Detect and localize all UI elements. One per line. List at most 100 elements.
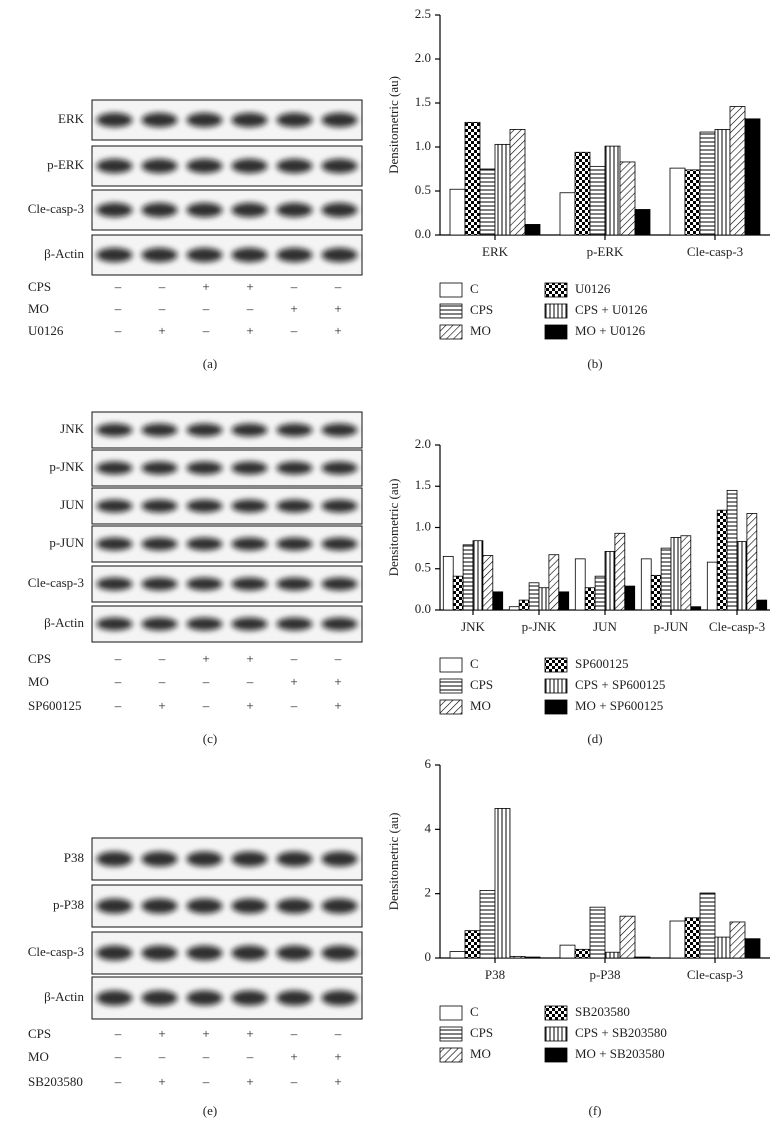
blot-band [321, 851, 358, 867]
legend-swatch [544, 657, 568, 673]
bar [744, 118, 761, 236]
bar [614, 532, 626, 611]
bar [494, 143, 511, 236]
treatment-label: MO [28, 674, 49, 689]
blot-band [231, 537, 268, 551]
blot-band [96, 499, 133, 513]
bar [736, 541, 748, 611]
bar [604, 551, 616, 611]
legend-label: C [470, 1004, 479, 1019]
y-tick-label: 2.0 [415, 436, 431, 451]
legend-label: CPS + U0126 [575, 302, 648, 317]
blot-band [186, 202, 223, 218]
blot-row-label: JNK [60, 421, 84, 436]
bar [492, 591, 504, 611]
bar [634, 956, 651, 959]
panel-label: (e) [203, 1103, 217, 1118]
legend-label: C [470, 656, 479, 671]
bar [494, 808, 511, 959]
blot-band [96, 898, 133, 914]
blot-band [321, 945, 358, 961]
bar [589, 906, 606, 959]
legend-swatch [544, 699, 568, 715]
legend-swatch [439, 1005, 463, 1021]
blot-band [96, 247, 133, 263]
bar [574, 558, 586, 611]
blot-band [231, 851, 268, 867]
treatment-label: SB203580 [28, 1074, 83, 1089]
blot-band [276, 577, 313, 591]
x-tick-label: JUN [593, 619, 617, 634]
y-tick-label: 2 [425, 885, 432, 900]
x-tick-label: P38 [485, 967, 505, 982]
legend-swatch [544, 1026, 568, 1042]
blot-band [141, 499, 178, 513]
bar [482, 555, 494, 611]
treatment-sign: – [334, 279, 342, 294]
bar [559, 944, 576, 959]
blot-band [141, 898, 178, 914]
blot-band [276, 247, 313, 263]
blot-band [276, 461, 313, 475]
legend-swatch [439, 282, 463, 298]
blot-band [231, 112, 268, 128]
bar [462, 544, 474, 611]
y-tick-label: 0.0 [415, 226, 431, 241]
bar [559, 192, 576, 236]
blot-row-label: p-JNK [49, 459, 84, 474]
bar [472, 540, 484, 611]
blot-row-label: β-Actin [44, 989, 84, 1004]
blot-band [141, 537, 178, 551]
treatment-sign: + [290, 301, 297, 316]
legend-label: CPS + SB203580 [575, 1025, 667, 1040]
blot-band [276, 423, 313, 437]
legend-swatch [439, 1026, 463, 1042]
y-tick-label: 1.5 [415, 94, 431, 109]
bar [594, 575, 606, 611]
y-tick-label: 2.0 [415, 50, 431, 65]
blot-band [141, 158, 178, 174]
blot-band [96, 577, 133, 591]
treatment-sign: – [114, 301, 122, 316]
blot-row-label: p-ERK [47, 157, 84, 172]
bar [624, 585, 636, 611]
blot-band [141, 990, 178, 1006]
y-tick-label: 1.0 [415, 138, 431, 153]
blot-band [186, 898, 223, 914]
bar [538, 587, 550, 611]
treatment-sign: + [202, 1026, 209, 1041]
treatment-sign: – [114, 323, 122, 338]
treatment-sign: – [158, 279, 166, 294]
blot-band [231, 202, 268, 218]
blot-band [231, 898, 268, 914]
treatment-sign: + [158, 1026, 165, 1041]
blot-band [96, 423, 133, 437]
panel-label: (a) [203, 356, 217, 371]
blot-strip [91, 145, 363, 187]
blot-band [141, 851, 178, 867]
legend-label: MO + U0126 [575, 323, 646, 338]
x-tick-label: Cle-casp-3 [687, 244, 743, 259]
legend-label: CPS [470, 302, 493, 317]
y-tick-label: 1.0 [415, 518, 431, 533]
treatment-sign: + [334, 1049, 341, 1064]
bar [574, 151, 591, 236]
bar [684, 169, 701, 236]
bar [640, 558, 652, 611]
blot-band [321, 112, 358, 128]
x-tick-label: Cle-casp-3 [687, 967, 743, 982]
legend-swatch [439, 303, 463, 319]
blot-strip [91, 99, 363, 141]
blot-band [186, 247, 223, 263]
treatment-sign: + [246, 1074, 253, 1089]
y-tick-label: 1.5 [415, 477, 431, 492]
treatment-sign: + [290, 1049, 297, 1064]
legend-label: MO + SP600125 [575, 698, 663, 713]
treatment-label: CPS [28, 1026, 51, 1041]
blot-strip [91, 605, 363, 643]
treatment-sign: – [290, 1026, 298, 1041]
blot-band [321, 617, 358, 631]
bar [714, 128, 731, 236]
blot-strip [91, 976, 363, 1020]
bar [464, 930, 481, 959]
